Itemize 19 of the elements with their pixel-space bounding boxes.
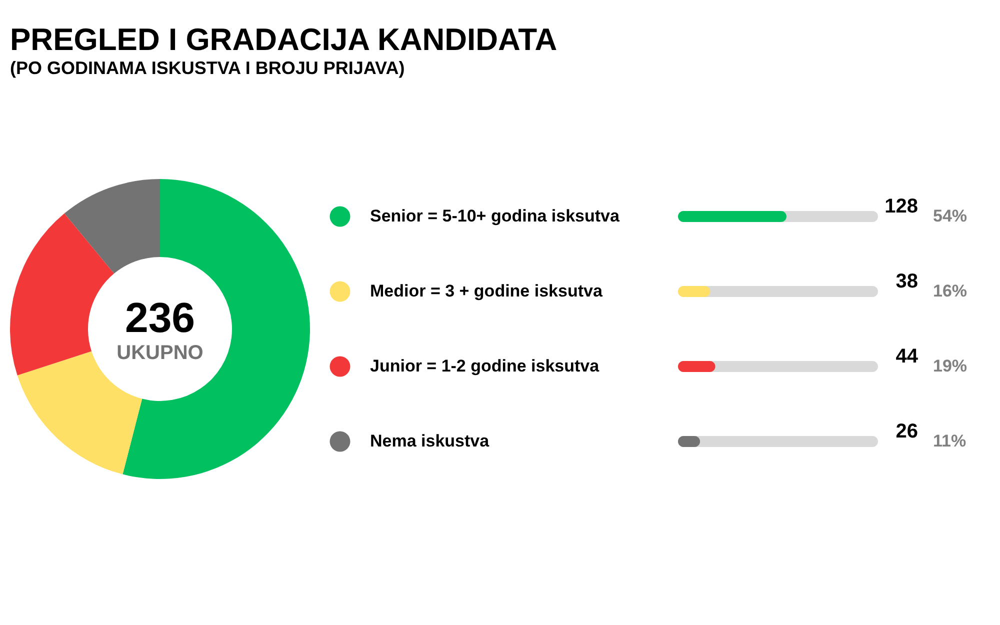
text: 11% bbox=[933, 432, 966, 450]
legend-label: Nema iskustva bbox=[370, 432, 490, 450]
text: 16% bbox=[933, 282, 968, 300]
data-label: 44 bbox=[896, 346, 919, 368]
text: 54% bbox=[933, 206, 968, 226]
legend-label: Junior = 1-2 godine isksutva bbox=[370, 356, 600, 376]
chart-subtitle: (PO GODINAMA ISKUSTVA I BROJU PRIJAVA) bbox=[10, 58, 405, 78]
text: 19% bbox=[933, 356, 968, 376]
data-label: 128 bbox=[884, 196, 918, 218]
donut-slice bbox=[64, 179, 160, 274]
chart-title: PREGLED I GRADACIJA KANDIDATA bbox=[10, 22, 558, 57]
bar bbox=[678, 361, 716, 372]
data-label: 26 bbox=[896, 420, 918, 442]
legend-label: Senior = 5-10+ godina isksutva bbox=[370, 206, 620, 226]
data-label: 38 bbox=[896, 270, 918, 292]
legend-label: Medior = 3 + godine isksutva bbox=[370, 282, 603, 300]
donut-slice bbox=[10, 213, 114, 376]
text: 236 bbox=[124, 294, 196, 341]
text: UKUPNO bbox=[116, 342, 204, 364]
